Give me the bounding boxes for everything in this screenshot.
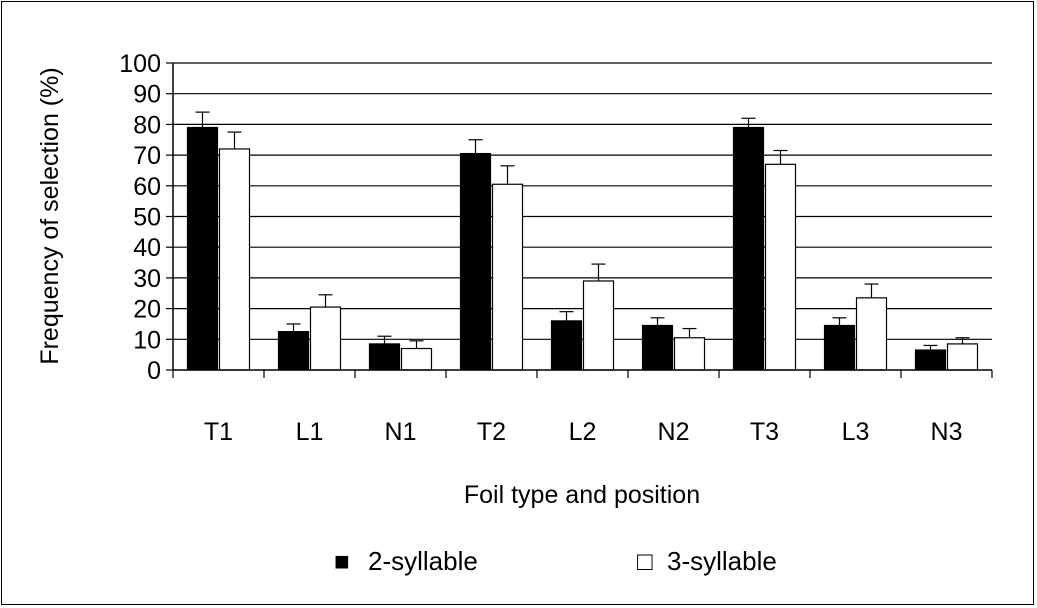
- bar-3-syllable-N3: [946, 343, 979, 371]
- bar-3-syllable-N2: [673, 337, 706, 371]
- y-tick-label: 20: [133, 296, 161, 324]
- y-tick-label: 10: [133, 326, 161, 354]
- bar-3-syllable-L1: [309, 306, 342, 371]
- axes: [172, 63, 992, 371]
- y-tick-label: 80: [133, 111, 161, 139]
- bar-3-syllable-N1: [400, 347, 433, 371]
- x-tick-label-L1: L1: [296, 418, 324, 446]
- y-tick-label: 100: [119, 50, 161, 78]
- y-tick-label: 0: [147, 357, 161, 385]
- y-axis-title: Frequency of selection (%): [36, 67, 64, 364]
- legend-label-3-syllable: 3-syllable: [667, 546, 777, 576]
- x-tick-label-N1: N1: [385, 418, 417, 446]
- bar-2-syllable-N1: [368, 343, 401, 371]
- y-tick-label: 50: [133, 204, 161, 232]
- bar-2-syllable-L3: [823, 324, 856, 371]
- y-tick-label: 40: [133, 234, 161, 262]
- x-tick-label-T1: T1: [204, 418, 233, 446]
- bar-3-syllable-T2: [491, 183, 524, 371]
- legend-label-2-syllable: 2-syllable: [368, 546, 478, 576]
- y-tick-label: 30: [133, 265, 161, 293]
- bar-3-syllable-T3: [764, 163, 797, 371]
- bar-2-syllable-T3: [732, 126, 765, 371]
- legend-marker-2-syllable: ■: [334, 546, 350, 576]
- legend-marker-3-syllable: □: [637, 546, 653, 576]
- bar-2-syllable-L2: [550, 320, 583, 371]
- x-axis-title: Foil type and position: [464, 481, 700, 509]
- bars: [186, 126, 979, 371]
- x-tick-label-T2: T2: [477, 418, 506, 446]
- legend: ■ 2-syllable □ 3-syllable: [334, 546, 777, 576]
- x-tick-label-N2: N2: [658, 418, 690, 446]
- error-bars: [195, 111, 970, 351]
- bar-3-syllable-T1: [218, 148, 251, 371]
- x-tick-label-L3: L3: [842, 418, 870, 446]
- bar-2-syllable-N3: [914, 349, 947, 371]
- bar-2-syllable-N2: [641, 324, 674, 371]
- x-axis-ticks: T1 L1 N1 T2 L2 N2 T3 L3 N3: [172, 370, 993, 446]
- bar-2-syllable-T2: [459, 152, 492, 371]
- x-tick-label-L2: L2: [569, 418, 597, 446]
- bar-2-syllable-L1: [277, 331, 310, 371]
- y-tick-label: 90: [133, 81, 161, 109]
- y-tick-label: 60: [133, 173, 161, 201]
- bar-3-syllable-L2: [582, 280, 615, 371]
- gridlines: [173, 62, 992, 340]
- y-tick-label: 70: [133, 142, 161, 170]
- bar-2-syllable-T1: [186, 126, 219, 371]
- x-tick-label-T3: T3: [750, 418, 779, 446]
- bar-3-syllable-L3: [855, 297, 888, 371]
- x-tick-label-N3: N3: [931, 418, 963, 446]
